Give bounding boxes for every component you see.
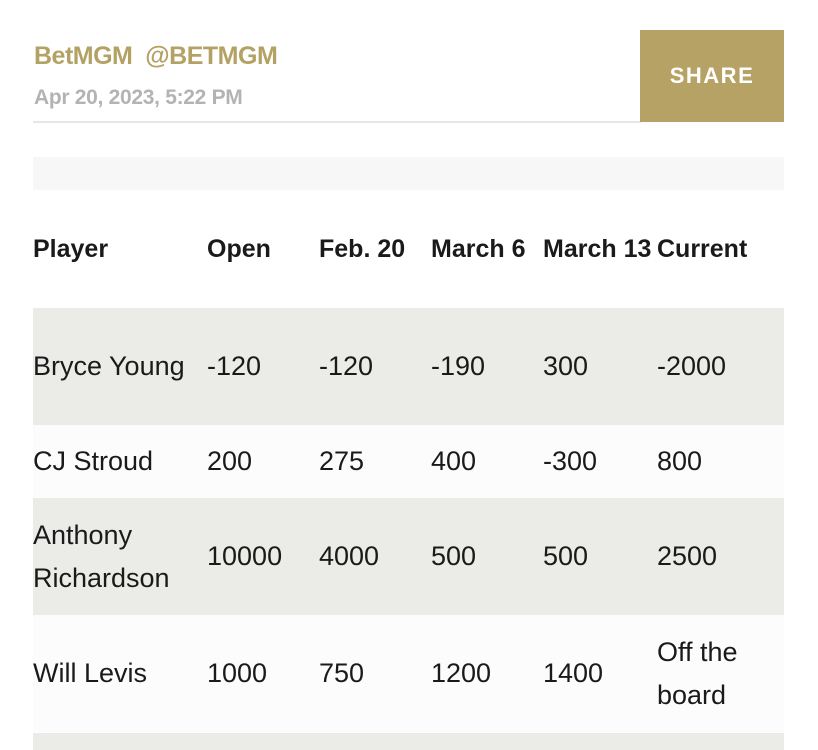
table-row: Will Levis 1000 750 1200 1400 Off the bo… bbox=[33, 615, 784, 732]
header-feb20: Feb. 20 bbox=[319, 234, 406, 263]
author-handle[interactable]: @BETMGM bbox=[145, 42, 278, 70]
cell-march6: 400 bbox=[431, 446, 477, 476]
cell-march13: 500 bbox=[543, 541, 589, 571]
table-header-row: Player Open Feb. 20 March 6 March 13 Cur… bbox=[33, 190, 784, 308]
cell-open: 1000 bbox=[207, 658, 268, 688]
divider bbox=[33, 121, 641, 123]
next-row-partial bbox=[33, 733, 784, 750]
cell-player: CJ Stroud bbox=[33, 446, 154, 476]
table-row: Anthony Richardson 10000 4000 500 500 25… bbox=[33, 498, 784, 615]
post-date: Apr 20, 2023, 5:22 PM bbox=[34, 86, 243, 109]
cell-current: -2000 bbox=[657, 351, 727, 381]
cell-open: -120 bbox=[207, 351, 262, 381]
cell-feb20: 750 bbox=[319, 658, 365, 688]
header-march6: March 6 bbox=[431, 234, 526, 263]
header-current: Current bbox=[657, 234, 748, 263]
header-march13: March 13 bbox=[543, 234, 652, 263]
author-name[interactable]: BetMGM bbox=[34, 42, 133, 70]
cell-march13: -300 bbox=[543, 446, 598, 476]
cell-march13: 300 bbox=[543, 351, 589, 381]
share-button[interactable]: SHARE bbox=[640, 30, 784, 122]
cell-player: Will Levis bbox=[33, 658, 148, 688]
odds-table: Player Open Feb. 20 March 6 March 13 Cur… bbox=[33, 190, 784, 732]
author-line: BetMGM @BETMGM bbox=[34, 42, 278, 71]
header-open: Open bbox=[207, 234, 271, 263]
cell-march13: 1400 bbox=[543, 658, 604, 688]
cell-feb20: -120 bbox=[319, 351, 374, 381]
cell-current: 800 bbox=[657, 446, 703, 476]
cell-player: Bryce Young bbox=[33, 351, 185, 381]
cell-march6: 1200 bbox=[431, 658, 492, 688]
table-row: Bryce Young -120 -120 -190 300 -2000 bbox=[33, 308, 784, 425]
cell-feb20: 4000 bbox=[319, 541, 380, 571]
cell-feb20: 275 bbox=[319, 446, 365, 476]
cell-current: Off the board bbox=[657, 636, 738, 710]
cell-current: 2500 bbox=[657, 541, 718, 571]
cell-open: 10000 bbox=[207, 541, 283, 571]
cell-march6: 500 bbox=[431, 541, 477, 571]
cell-open: 200 bbox=[207, 446, 253, 476]
cell-player: Anthony Richardson bbox=[33, 519, 170, 593]
table-top-strip bbox=[33, 157, 784, 190]
header-player: Player bbox=[33, 234, 109, 263]
table-row: CJ Stroud 200 275 400 -300 800 bbox=[33, 425, 784, 498]
cell-march6: -190 bbox=[431, 351, 486, 381]
